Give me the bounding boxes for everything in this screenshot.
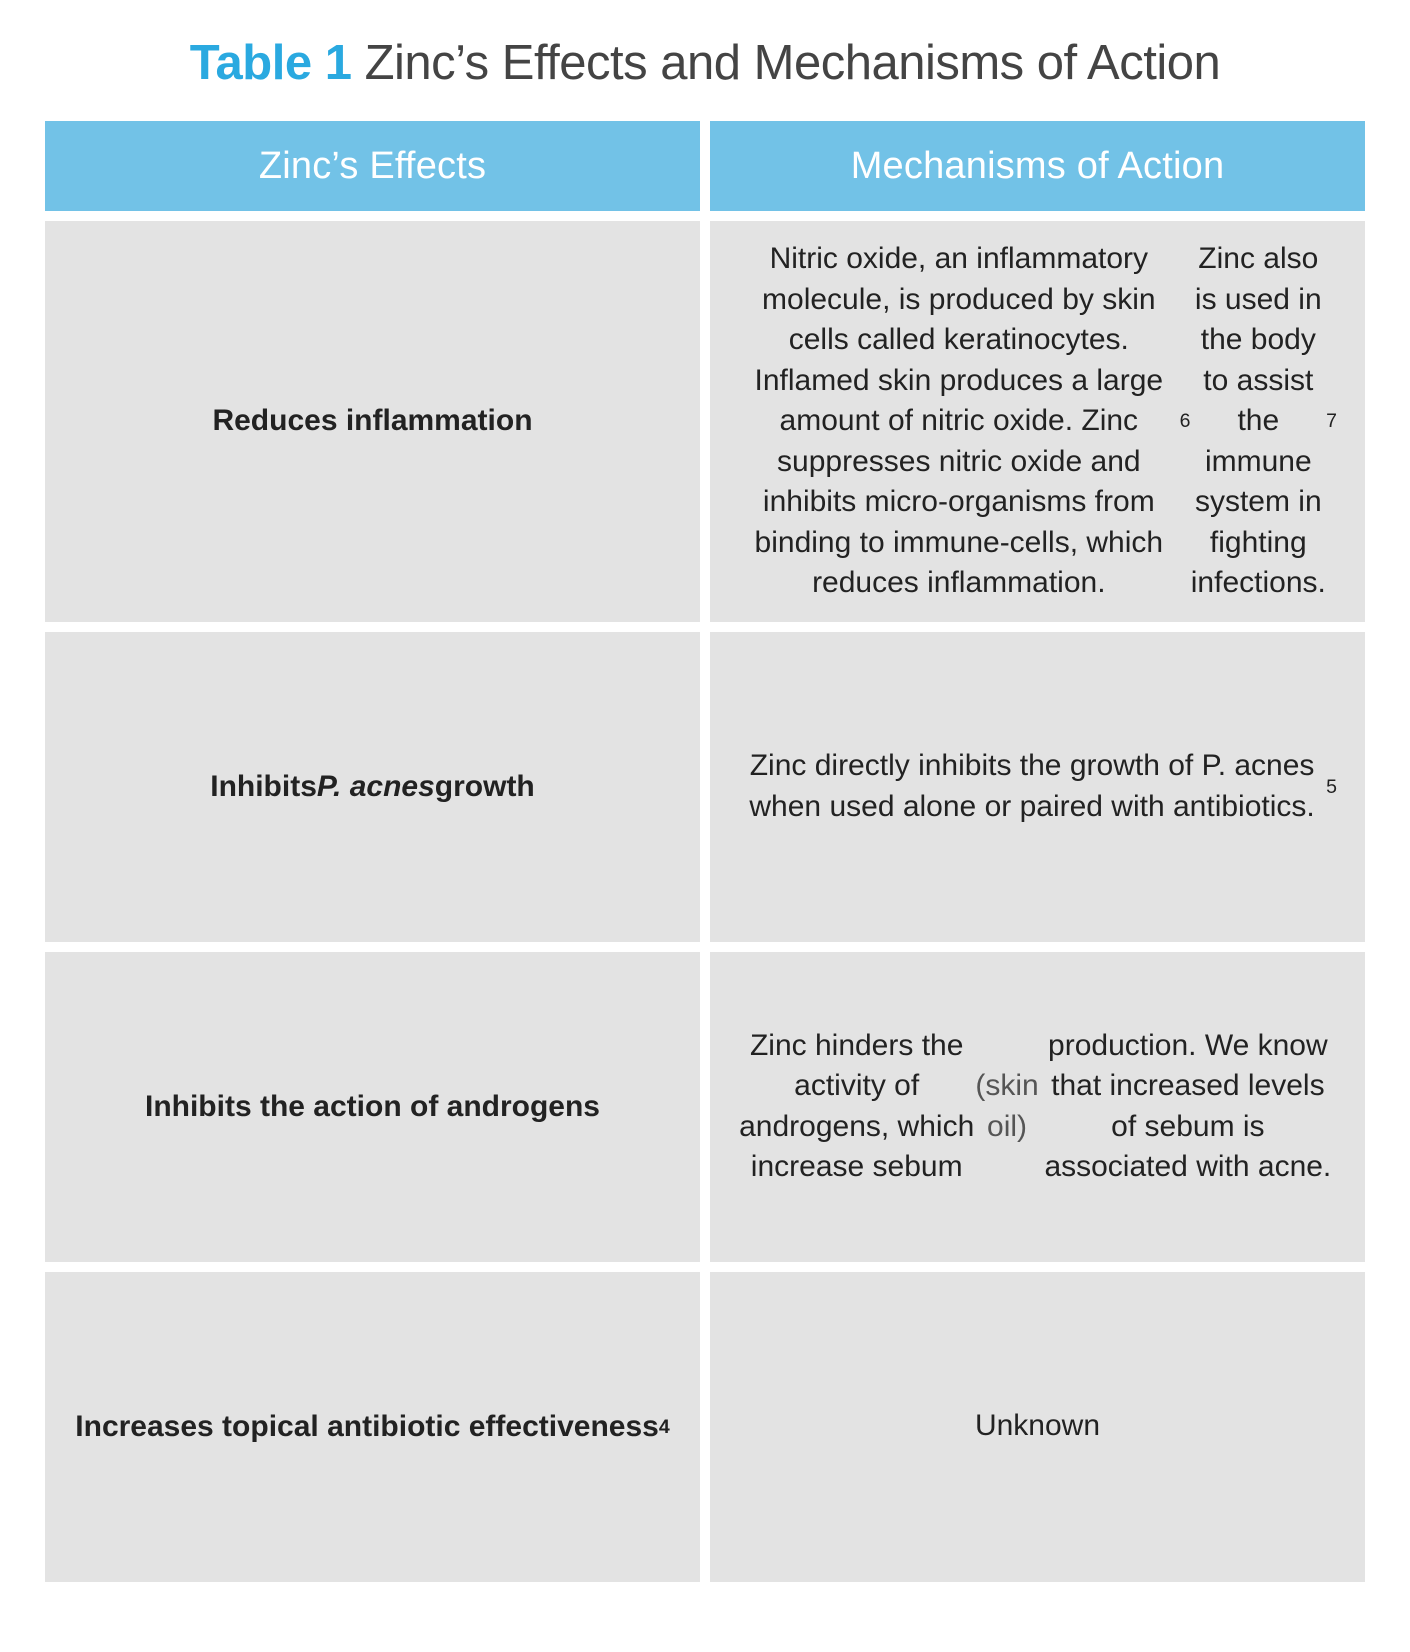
effect-cell: Increases topical antibiotic effectivene…	[45, 1272, 700, 1582]
header-mechanisms: Mechanisms of Action	[710, 121, 1365, 211]
mechanism-cell: Nitric oxide, an inflammatory molecule, …	[710, 221, 1365, 622]
table-row: Reduces inflammation Nitric oxide, an in…	[45, 221, 1365, 622]
table-header-row: Zinc’s Effects Mechanisms of Action	[45, 121, 1365, 211]
table-title: Table 1 Zinc’s Effects and Mechanisms of…	[0, 0, 1410, 121]
mechanism-cell: Zinc directly inhibits the growth of P. …	[710, 632, 1365, 942]
header-effects: Zinc’s Effects	[45, 121, 700, 211]
footer-brand: acne.org	[1094, 1609, 1202, 1639]
mechanism-cell: Unknown	[710, 1272, 1365, 1582]
footer-attribution: acne.org® Zinc and Acne	[1034, 1597, 1410, 1652]
title-label-rest: Zinc’s Effects and Mechanisms of Action	[351, 36, 1220, 90]
table-container: Table 1 Zinc’s Effects and Mechanisms of…	[0, 0, 1410, 1652]
title-label-bold: Table 1	[190, 36, 352, 90]
table-row: Inhibits the action of androgens Zinc hi…	[45, 952, 1365, 1262]
table-row: Inhibits P. acnes growth Zinc directly i…	[45, 632, 1365, 942]
effect-cell: Reduces inflammation	[45, 221, 700, 622]
registered-icon: ®	[1203, 1610, 1215, 1627]
effect-cell: Inhibits P. acnes growth	[45, 632, 700, 942]
table-row: Increases topical antibiotic effectivene…	[45, 1272, 1365, 1582]
table: Zinc’s Effects Mechanisms of Action Redu…	[0, 121, 1410, 1582]
mechanism-cell: Zinc hinders the activity of androgens, …	[710, 952, 1365, 1262]
footer-subject: Zinc and Acne	[1214, 1609, 1386, 1639]
effect-cell: Inhibits the action of androgens	[45, 952, 700, 1262]
footer-tab: acne.org® Zinc and Acne	[1034, 1597, 1410, 1652]
